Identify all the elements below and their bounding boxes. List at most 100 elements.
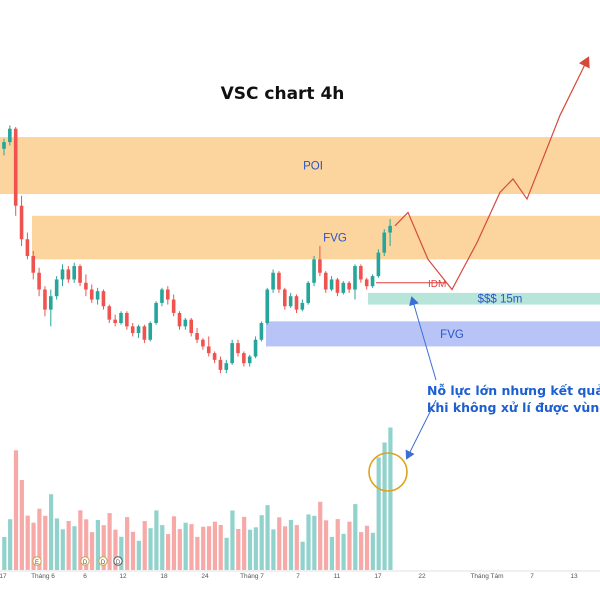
candle-body (341, 282, 346, 293)
volume-bar (195, 536, 200, 570)
candle-body (382, 232, 387, 253)
candle-body (142, 326, 147, 340)
candle-body (283, 289, 287, 307)
candle-body (171, 299, 176, 313)
volume-bar (206, 526, 212, 570)
annotation-line-1: Nỗ lực lớn nhưng kết quả (427, 383, 600, 398)
candle-body (37, 272, 41, 290)
candle-body (323, 272, 328, 290)
candle-body (364, 279, 369, 287)
volume-bar (247, 529, 253, 570)
volume-bar (31, 522, 36, 570)
volume-bar (376, 457, 381, 570)
event-marker-label: D (116, 560, 121, 566)
volume-bar (177, 529, 182, 570)
volume-bar (306, 514, 311, 570)
candle-body (224, 363, 229, 370)
candle-body (370, 276, 375, 287)
candle-body (2, 142, 6, 149)
volume-bar (95, 520, 100, 570)
candle-body (201, 339, 205, 347)
candle-body (376, 252, 381, 277)
candle-body (329, 279, 334, 290)
event-marker (98, 556, 108, 566)
volume-bar (66, 521, 71, 570)
volume-bar (136, 540, 141, 570)
volume-bar (382, 442, 387, 570)
candle-body (353, 266, 357, 290)
candle-body (54, 279, 59, 297)
volume-bar (265, 505, 270, 570)
time-tick-label: 13 (570, 573, 578, 580)
candles-layer (2, 125, 392, 374)
volume-bar (353, 504, 358, 570)
volume-bar (236, 529, 241, 570)
volume-bar (171, 516, 177, 570)
candle-body (101, 291, 106, 307)
candle-body (318, 259, 322, 273)
candle-body (300, 302, 305, 310)
zone-label-3: $$$ 15m (478, 294, 523, 306)
candle-body (78, 266, 82, 283)
volume-bar (84, 519, 89, 570)
candle-body (136, 326, 141, 334)
volume-bar (49, 494, 54, 570)
candle-body (154, 302, 158, 323)
time-tick-label: 7 (296, 573, 300, 580)
time-tick-label: 12 (119, 573, 127, 580)
volume-bar (277, 517, 282, 570)
time-axis: 17 Tháng 6 6 12 18 24 Tháng 7 7 11 17 22 Tháng Tám 7… (0, 570, 600, 580)
time-tick-label: Tháng Tám (470, 573, 503, 580)
volume-bar (54, 518, 60, 570)
time-tick-label: 11 (334, 573, 341, 580)
candle-body (25, 239, 30, 256)
annotation-arrow-down (405, 399, 437, 460)
volume-bar (271, 529, 276, 570)
volume-bar (142, 521, 147, 570)
candle-body (335, 279, 340, 293)
volume-bar (43, 515, 48, 570)
volume-bar (119, 536, 124, 570)
time-tick-label: Tháng 7 (240, 573, 264, 580)
volume-highlight-circle (368, 452, 408, 492)
candle-body (388, 225, 392, 233)
candle-body (189, 319, 193, 334)
volume-bar (347, 521, 352, 570)
volume-bar (323, 520, 329, 570)
candle-body (113, 319, 117, 323)
time-tick-label: 17 (374, 573, 382, 580)
volume-bar (388, 427, 393, 570)
candle-body (206, 346, 211, 354)
zone-label-4: FVG (440, 329, 464, 341)
volume-bar (329, 536, 334, 570)
chart-title: VSC chart 4h (220, 84, 345, 104)
zone-2 (32, 215, 600, 260)
volume-bar (288, 519, 294, 570)
candle-body (242, 353, 246, 364)
volume-bar (294, 525, 299, 570)
candle-body (43, 289, 47, 310)
zones-layer: POI FVG $$$ 15m FVG (0, 137, 600, 347)
candle-body (230, 343, 234, 364)
volume-bar (253, 527, 258, 570)
candle-body (31, 256, 36, 273)
candle-body (218, 359, 223, 370)
annotation-line-2: khi không xử lí được vùng (427, 400, 600, 415)
candle-body (89, 289, 94, 300)
volume-bar (283, 526, 288, 570)
candle-body (271, 272, 275, 290)
candle-body (359, 266, 363, 280)
candle-body (160, 289, 164, 303)
volume-bar (154, 510, 159, 570)
volume-bar (370, 532, 375, 570)
candle-body (312, 259, 316, 283)
candle-body (247, 356, 252, 364)
candle-body (107, 306, 112, 320)
candle-body (253, 339, 258, 357)
event-marker-label: E (35, 560, 39, 566)
candle-body (119, 312, 123, 323)
candle-body (13, 128, 18, 206)
volume-bar (341, 533, 346, 570)
idm-label: IDM (428, 279, 446, 290)
